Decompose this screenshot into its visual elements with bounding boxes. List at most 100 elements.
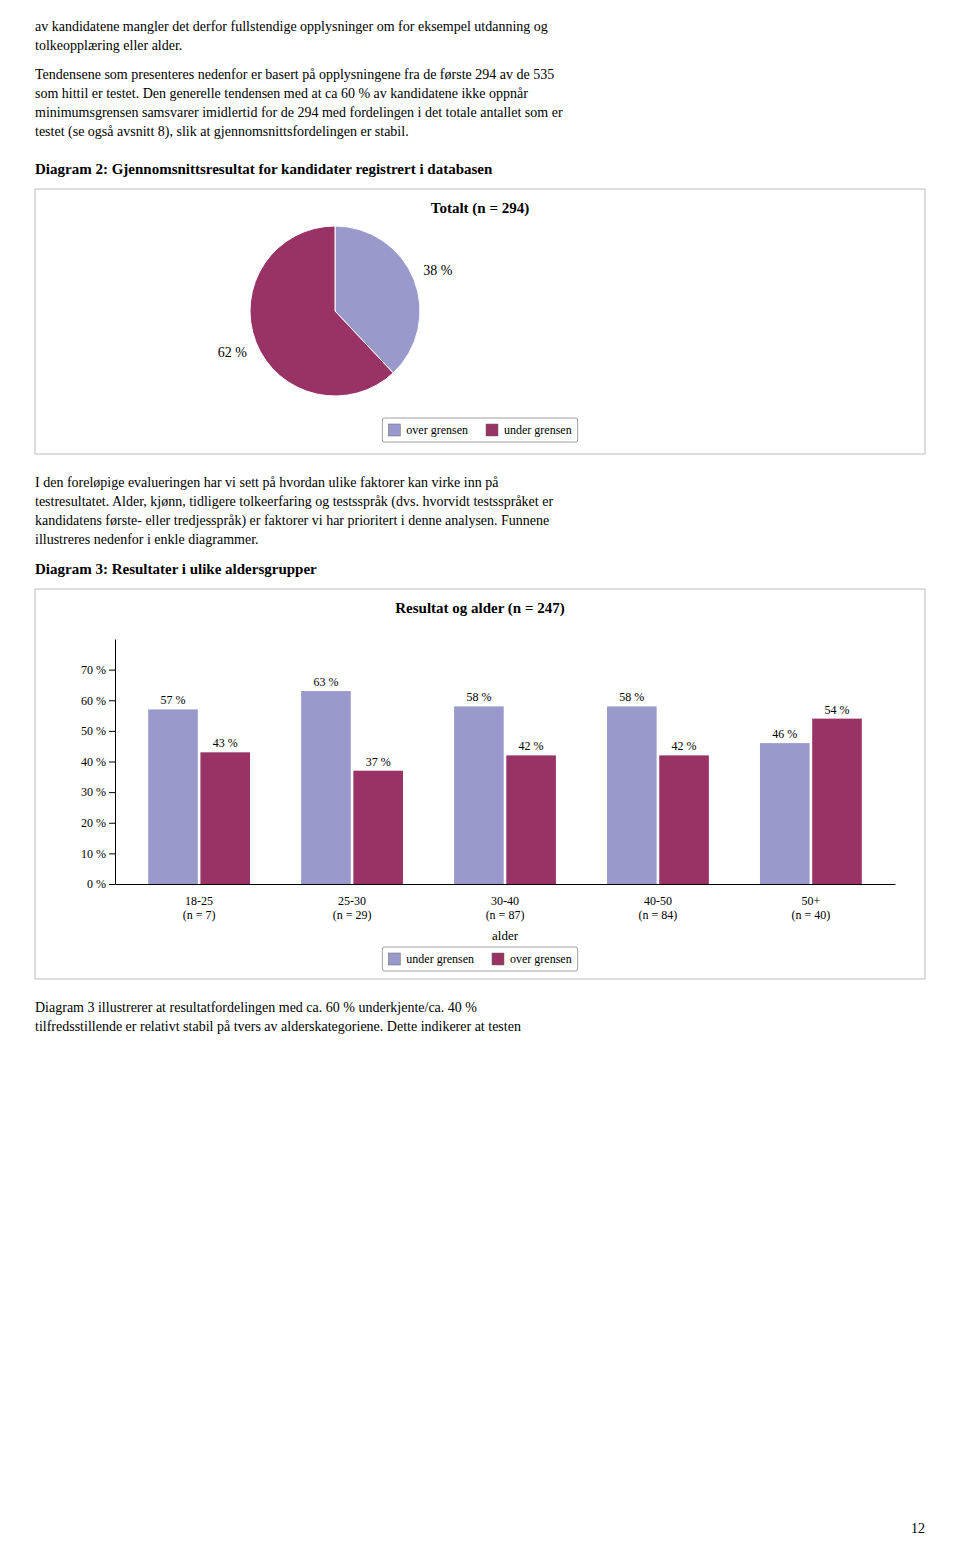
bar [506,755,556,884]
tick-label: 40 % [81,755,106,769]
tick: 50 % [81,724,115,738]
body-text: kandidatens første- eller tredjesspråk) … [35,513,549,529]
legend: over grensen under grensen [382,418,577,442]
tick: 25-30(n = 29) [333,894,372,922]
tick-label-line: 30-40 [491,894,519,908]
body-text: Tendensene som presenteres nedenfor er b… [35,67,554,82]
pie-slice [250,226,393,396]
tick: 70 % [81,663,115,677]
tick: 0 % [87,877,115,891]
legend: under grensen over grensen [382,947,577,971]
data-label: 46 % [772,727,797,741]
bar [607,706,657,884]
x-axis: 18-25(n = 7) 25-30(n = 29) 30-40(n = 87) 40… [116,885,896,923]
tick-label-line: 25-30 [338,894,366,908]
tick-label: 18-25(n = 7) [183,894,216,922]
legend-label: under grensen [504,423,572,437]
tick-mark [109,792,115,793]
tick: 30-40(n = 87) [486,894,525,922]
tick-label: 30-40(n = 87) [486,894,525,922]
tick: 40-50(n = 84) [639,894,678,922]
tick: 10 % [81,847,115,861]
axis-line [115,640,116,885]
tick-label: 60 % [81,694,106,708]
body-text: som hittil er testet. Den generelle tend… [35,86,528,101]
data-label: 62 % [218,345,248,360]
tick-label-line: (n = 7) [183,908,216,922]
tick-label-line: (n = 87) [486,908,525,922]
legend-swatch [486,424,498,436]
bar [659,755,709,884]
page: av kandidatene mangler det derfor fullst… [0,0,960,1543]
tick-label: 30 % [81,785,106,799]
data-label: 37 % [366,755,391,769]
legend-frame [382,418,577,442]
axis-line [116,884,896,885]
tick-label-line: (n = 40) [791,908,830,922]
legend-frame [382,947,577,971]
tick: 18-25(n = 7) [183,894,216,922]
data-labels: 38 % 62 % [218,263,453,359]
tick-mark [109,823,115,824]
legend-swatch [388,424,400,436]
body-text: tilfredsstillende er relativt stabil på … [35,1019,521,1034]
data-label: 42 % [672,739,697,753]
bar-chart: Resultat og alder (n = 247)57 %63 %58 %5… [35,589,925,979]
tick-label: 25-30(n = 29) [333,894,372,922]
diagram-label: Diagram 3: Resultater i ulike aldersgrup… [35,561,317,577]
tick-label-line: 18-25 [185,894,213,908]
bar [760,743,810,884]
legend-item: over grensen [388,423,468,437]
bar [301,691,351,884]
bar [454,706,504,884]
body-text: testet (se også avsnitt 8), slik at gjen… [35,124,409,140]
tick-mark [109,670,115,671]
body-text: Diagram 3 illustrerer at resultatfordeli… [35,1000,477,1015]
chart-title: Totalt (n = 294) [431,200,529,217]
tick: 60 % [81,694,115,708]
data-label: 63 % [313,675,338,689]
plot: 57 %63 %58 %58 %46 %43 %37 %42 %42 %54 %… [81,640,896,944]
bar-series [148,691,809,884]
body-text: testresultatet. Alder, kjønn, tidligere … [35,494,553,510]
legend-label: under grensen [406,952,474,966]
legend-item: over grensen [492,952,572,966]
legend-label: over grensen [406,423,468,437]
body-text: I den foreløpige evalueringen har vi set… [35,475,499,490]
page-number: 12 [911,1521,925,1536]
tick-mark [109,762,115,763]
bars [148,691,862,884]
legend-item: under grensen [388,952,474,966]
tick-mark [109,700,115,701]
body-text: minimumsgrensen samsvarer imidlertid for… [35,105,563,120]
bar [200,752,250,884]
slices [250,226,420,396]
tick-label: 40-50(n = 84) [639,894,678,922]
legend-label: over grensen [510,952,572,966]
data-label: 42 % [519,739,544,753]
bar-series [200,719,861,884]
tick: 50+(n = 40) [791,894,830,922]
tick-label: 10 % [81,847,106,861]
tick: 40 % [81,755,115,769]
body-text: tolkeopplæring eller alder. [35,38,182,53]
data-label: 58 % [619,690,644,704]
pie-chart: Totalt (n = 294) 38 % 62 % over grensen unde… [35,189,925,454]
chart-title: Resultat og alder (n = 247) [395,600,565,617]
tick-label: 0 % [87,877,106,891]
data-label: 38 % [423,263,453,278]
tick-label-line: (n = 29) [333,908,372,922]
body-text: av kandidatene mangler det derfor fullst… [35,19,548,34]
tick-label: 50 % [81,724,106,738]
tick-mark [109,731,115,732]
tick-mark [109,884,115,885]
bar [353,771,403,884]
tick-label-line: (n = 84) [639,908,678,922]
tick-label: 20 % [81,816,106,830]
tick: 20 % [81,816,115,830]
tick-label-line: 40-50 [644,894,672,908]
tick: 30 % [81,785,115,799]
y-axis: 0 % 10 % 20 % 30 % 40 % 50 % 60 % 70 % [81,640,116,892]
legend-swatch [388,953,400,965]
axis-title: alder [492,928,519,943]
